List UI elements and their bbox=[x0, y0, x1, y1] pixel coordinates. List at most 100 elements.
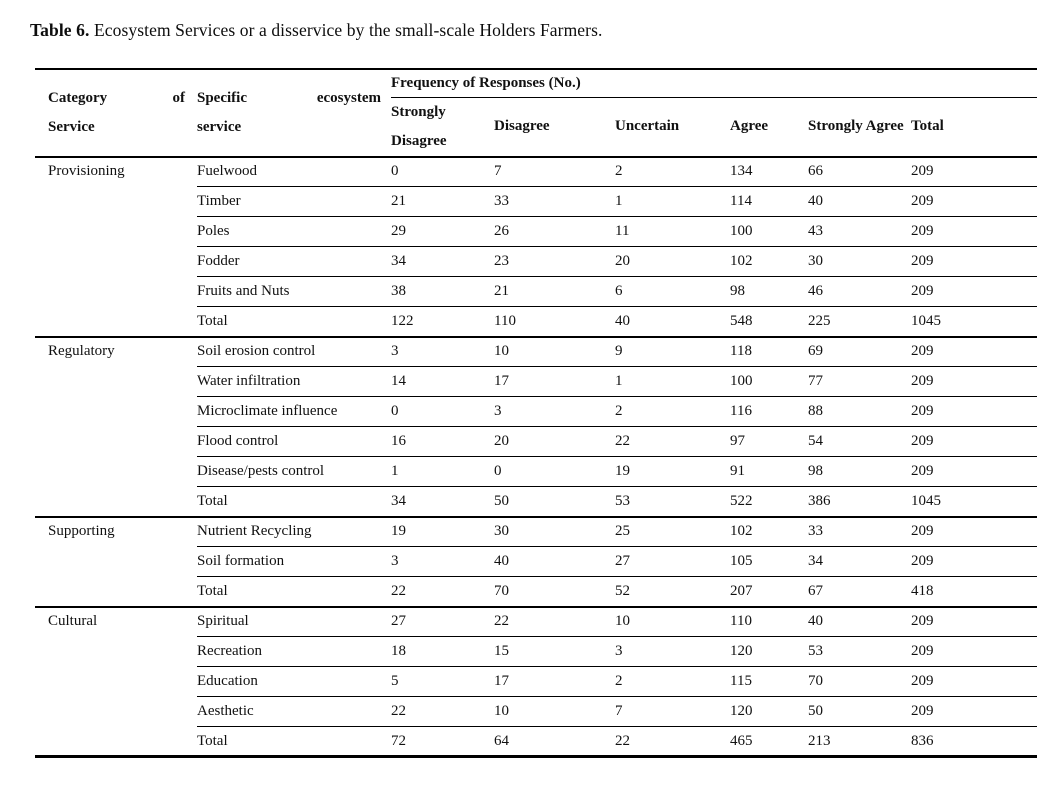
service-cell: Total bbox=[197, 306, 391, 338]
service-row: Fodder 34 23 20 102 30 209 bbox=[35, 246, 1038, 277]
value-cell: 67 bbox=[808, 576, 911, 608]
section-total-row: Total 72 64 22 465 213 836 bbox=[35, 726, 1038, 758]
category-header-word: Service bbox=[48, 118, 95, 135]
value-cell: 46 bbox=[808, 276, 911, 307]
value-cell: 1045 bbox=[911, 306, 1038, 338]
service-cell: Total bbox=[197, 726, 391, 758]
value-cell: 102 bbox=[730, 246, 808, 277]
value-cell: 17 bbox=[494, 366, 615, 397]
value-cell: 118 bbox=[730, 336, 808, 367]
value-cell: 40 bbox=[615, 306, 730, 338]
value-cell: 29 bbox=[391, 216, 494, 247]
service-cell: Soil erosion control bbox=[197, 336, 391, 367]
service-cell: Fuelwood bbox=[197, 156, 391, 187]
value-cell: 1 bbox=[615, 186, 730, 217]
value-cell: 10 bbox=[494, 696, 615, 727]
value-cell: 10 bbox=[615, 606, 730, 637]
value-cell: 98 bbox=[730, 276, 808, 307]
value-cell: 110 bbox=[494, 306, 615, 338]
value-cell: 209 bbox=[911, 156, 1038, 187]
category-cell: Regulatory bbox=[35, 336, 197, 518]
value-cell: 70 bbox=[808, 666, 911, 697]
value-cell: 22 bbox=[494, 606, 615, 637]
value-cell: 100 bbox=[730, 366, 808, 397]
section-total-row: Total 34 50 53 522 386 1045 bbox=[35, 486, 1038, 518]
value-cell: 209 bbox=[911, 186, 1038, 217]
value-cell: 40 bbox=[808, 606, 911, 637]
value-cell: 110 bbox=[730, 606, 808, 637]
value-cell: 10 bbox=[494, 336, 615, 367]
service-row: Disease/pests control 1 0 19 91 98 209 bbox=[35, 456, 1038, 487]
value-cell: 3 bbox=[391, 336, 494, 367]
value-cell: 25 bbox=[615, 516, 730, 547]
value-cell: 16 bbox=[391, 426, 494, 457]
service-row: Provisioning Fuelwood 0 7 2 134 66 209 bbox=[35, 156, 1038, 338]
value-cell: 34 bbox=[808, 546, 911, 577]
value-cell: 64 bbox=[494, 726, 615, 758]
value-cell: 77 bbox=[808, 366, 911, 397]
value-cell: 2 bbox=[615, 666, 730, 697]
value-cell: 209 bbox=[911, 666, 1038, 697]
value-cell: 2 bbox=[615, 156, 730, 187]
service-row: Supporting Nutrient Recycling 19 30 25 102 33 2… bbox=[35, 516, 1038, 608]
value-cell: 15 bbox=[494, 636, 615, 667]
value-cell: 97 bbox=[730, 426, 808, 457]
value-cell: 19 bbox=[391, 516, 494, 547]
service-row: Soil formation 3 40 27 105 34 209 bbox=[35, 546, 1038, 577]
value-cell: 3 bbox=[615, 636, 730, 667]
value-cell: 19 bbox=[615, 456, 730, 487]
value-cell: 418 bbox=[911, 576, 1038, 608]
value-cell: 548 bbox=[730, 306, 808, 338]
value-cell: 30 bbox=[494, 516, 615, 547]
value-cell: 40 bbox=[808, 186, 911, 217]
service-row: Recreation 18 15 3 120 53 209 bbox=[35, 636, 1038, 667]
specific-header-word: service bbox=[197, 118, 242, 135]
service-cell: Soil formation bbox=[197, 546, 391, 577]
value-cell: 209 bbox=[911, 276, 1038, 307]
service-row: Cultural Spiritual 27 22 10 110 40 209 bbox=[35, 606, 1038, 758]
service-row: Timber 21 33 1 114 40 209 bbox=[35, 186, 1038, 217]
value-cell: 209 bbox=[911, 426, 1038, 457]
value-cell: 209 bbox=[911, 696, 1038, 727]
value-cell: 33 bbox=[494, 186, 615, 217]
value-cell: 209 bbox=[911, 366, 1038, 397]
value-cell: 88 bbox=[808, 396, 911, 427]
value-cell: 18 bbox=[391, 636, 494, 667]
service-cell: Poles bbox=[197, 216, 391, 247]
value-cell: 0 bbox=[494, 456, 615, 487]
value-cell: 7 bbox=[494, 156, 615, 187]
value-cell: 20 bbox=[615, 246, 730, 277]
value-cell: 11 bbox=[615, 216, 730, 247]
value-cell: 26 bbox=[494, 216, 615, 247]
service-cell: Timber bbox=[197, 186, 391, 217]
column-header-strongly-disagree: Strongly Disagree bbox=[391, 97, 494, 158]
value-cell: 53 bbox=[615, 486, 730, 518]
service-row: Poles 29 26 11 100 43 209 bbox=[35, 216, 1038, 247]
value-cell: 23 bbox=[494, 246, 615, 277]
value-cell: 122 bbox=[391, 306, 494, 338]
group-header-row: Category of Service Specific ecosystem s… bbox=[35, 69, 1038, 158]
value-cell: 27 bbox=[391, 606, 494, 637]
value-cell: 114 bbox=[730, 186, 808, 217]
value-cell: 6 bbox=[615, 276, 730, 307]
section-total-row: Total 22 70 52 207 67 418 bbox=[35, 576, 1038, 608]
value-cell: 30 bbox=[808, 246, 911, 277]
value-cell: 53 bbox=[808, 636, 911, 667]
value-cell: 17 bbox=[494, 666, 615, 697]
service-row: Microclimate influence 0 3 2 116 88 209 bbox=[35, 396, 1038, 427]
value-cell: 115 bbox=[730, 666, 808, 697]
table-body: Provisioning Fuelwood 0 7 2 134 66 209 Timber 21 3… bbox=[35, 156, 1038, 758]
table-number: Table 6. bbox=[30, 20, 90, 40]
value-cell: 21 bbox=[494, 276, 615, 307]
service-cell: Education bbox=[197, 666, 391, 697]
service-cell: Fodder bbox=[197, 246, 391, 277]
service-row: Flood control 16 20 22 97 54 209 bbox=[35, 426, 1038, 457]
value-cell: 836 bbox=[911, 726, 1038, 758]
value-cell: 22 bbox=[615, 726, 730, 758]
value-cell: 1 bbox=[391, 456, 494, 487]
value-cell: 120 bbox=[730, 696, 808, 727]
value-cell: 33 bbox=[808, 516, 911, 547]
value-cell: 3 bbox=[494, 396, 615, 427]
service-cell: Fruits and Nuts bbox=[197, 276, 391, 307]
service-cell: Spiritual bbox=[197, 606, 391, 637]
